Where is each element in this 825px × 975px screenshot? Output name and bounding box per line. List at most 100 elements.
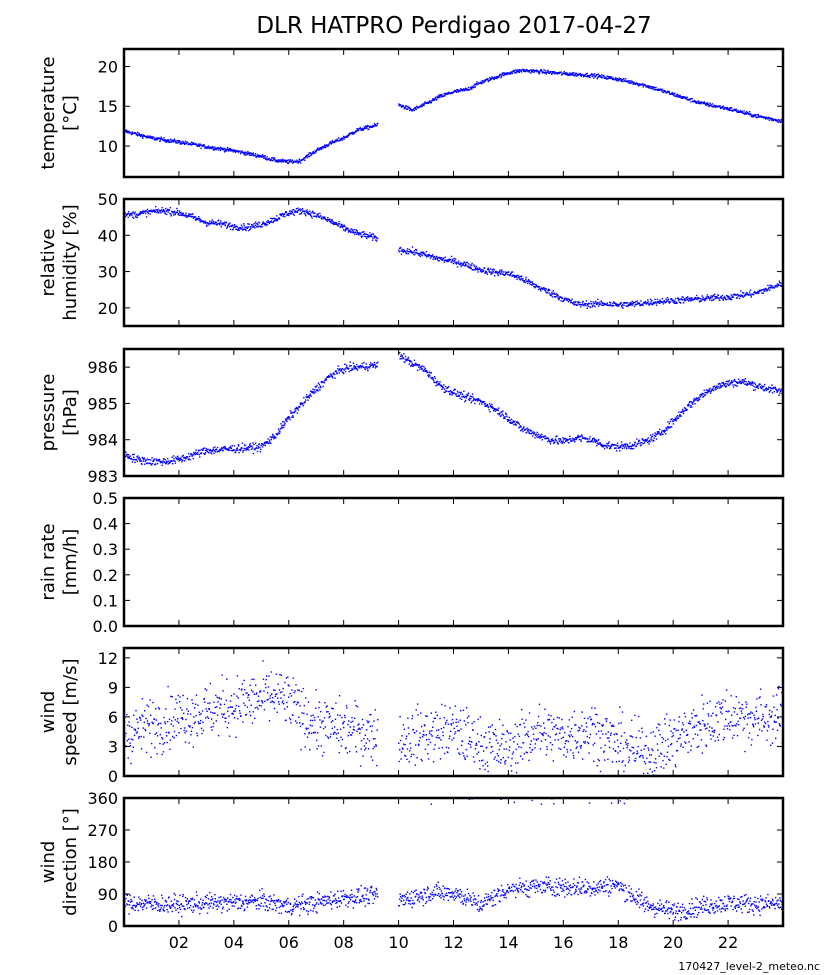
data-point	[157, 724, 159, 726]
data-point	[299, 160, 301, 162]
data-point	[472, 399, 475, 401]
data-point	[270, 159, 272, 161]
data-point	[447, 723, 449, 725]
data-point	[329, 218, 331, 221]
data-point	[372, 365, 375, 367]
data-point	[732, 384, 734, 386]
data-point	[135, 213, 138, 215]
data-point	[504, 416, 506, 418]
data-point	[670, 418, 672, 421]
data-point	[593, 74, 595, 77]
data-point	[357, 728, 360, 730]
data-point	[363, 745, 366, 747]
data-point	[355, 130, 358, 132]
data-point	[242, 694, 244, 696]
y-tick-label: 0.3	[93, 540, 118, 559]
data-point	[145, 717, 147, 720]
data-point	[523, 69, 526, 71]
data-point	[152, 722, 155, 725]
data-point	[350, 365, 352, 367]
data-point	[190, 216, 193, 218]
data-point	[360, 364, 362, 367]
data-point	[494, 270, 497, 273]
data-point	[609, 446, 611, 448]
data-point	[749, 289, 752, 291]
data-point	[334, 139, 337, 141]
data-point	[620, 302, 622, 304]
data-point	[144, 710, 146, 712]
data-point	[615, 304, 617, 306]
data-point	[291, 416, 293, 418]
data-point	[730, 382, 732, 385]
data-point	[257, 226, 260, 228]
data-point	[658, 302, 660, 304]
data-point	[699, 101, 702, 104]
y-tick-label: 15	[98, 97, 118, 116]
data-point	[174, 462, 177, 464]
data-point	[617, 304, 620, 306]
data-point	[654, 298, 656, 301]
data-point	[368, 740, 371, 742]
data-point	[192, 454, 194, 456]
data-point	[465, 397, 467, 399]
data-point	[213, 148, 215, 150]
data-point	[639, 442, 641, 444]
data-point	[369, 725, 371, 728]
data-point	[179, 459, 181, 461]
data-point	[206, 224, 208, 226]
data-point	[715, 388, 717, 391]
data-point	[244, 151, 247, 153]
data-point	[277, 428, 280, 430]
data-point	[311, 152, 314, 154]
data-point	[442, 387, 444, 389]
data-point	[150, 209, 152, 211]
data-point	[481, 268, 483, 271]
data-point	[179, 696, 181, 698]
data-point	[629, 445, 631, 447]
data-point	[419, 252, 421, 255]
data-point	[467, 392, 470, 394]
data-point	[172, 214, 175, 216]
data-point	[255, 684, 257, 686]
data-point	[769, 284, 771, 286]
data-point	[237, 444, 239, 446]
data-point	[361, 726, 363, 729]
data-point	[586, 303, 588, 305]
data-point	[286, 159, 288, 162]
data-point	[364, 368, 366, 371]
data-point	[574, 303, 576, 305]
data-point	[352, 131, 354, 133]
data-point	[288, 717, 291, 719]
data-point	[303, 396, 305, 399]
data-point	[738, 382, 741, 384]
data-point	[317, 382, 320, 384]
data-point	[400, 253, 403, 255]
data-point	[250, 448, 253, 450]
data-point	[547, 70, 549, 73]
data-point	[160, 462, 162, 464]
data-point	[758, 116, 760, 118]
data-point	[754, 383, 757, 386]
data-point	[351, 229, 354, 232]
data-point	[487, 404, 489, 406]
data-point	[654, 89, 657, 91]
data-point	[728, 379, 731, 382]
data-point	[240, 152, 242, 154]
data-point	[714, 293, 716, 295]
data-point	[736, 382, 739, 385]
data-point	[327, 217, 329, 219]
data-point	[326, 218, 328, 221]
data-point	[224, 717, 226, 719]
data-point	[320, 148, 322, 150]
data-point	[128, 457, 131, 459]
data-point	[425, 254, 427, 256]
data-point	[186, 708, 188, 710]
data-point	[372, 366, 374, 368]
data-point	[145, 751, 148, 754]
data-point	[757, 387, 759, 390]
data-point	[249, 228, 251, 231]
data-point	[131, 750, 133, 753]
data-point	[654, 432, 656, 434]
data-point	[277, 697, 279, 699]
data-point	[527, 70, 529, 73]
